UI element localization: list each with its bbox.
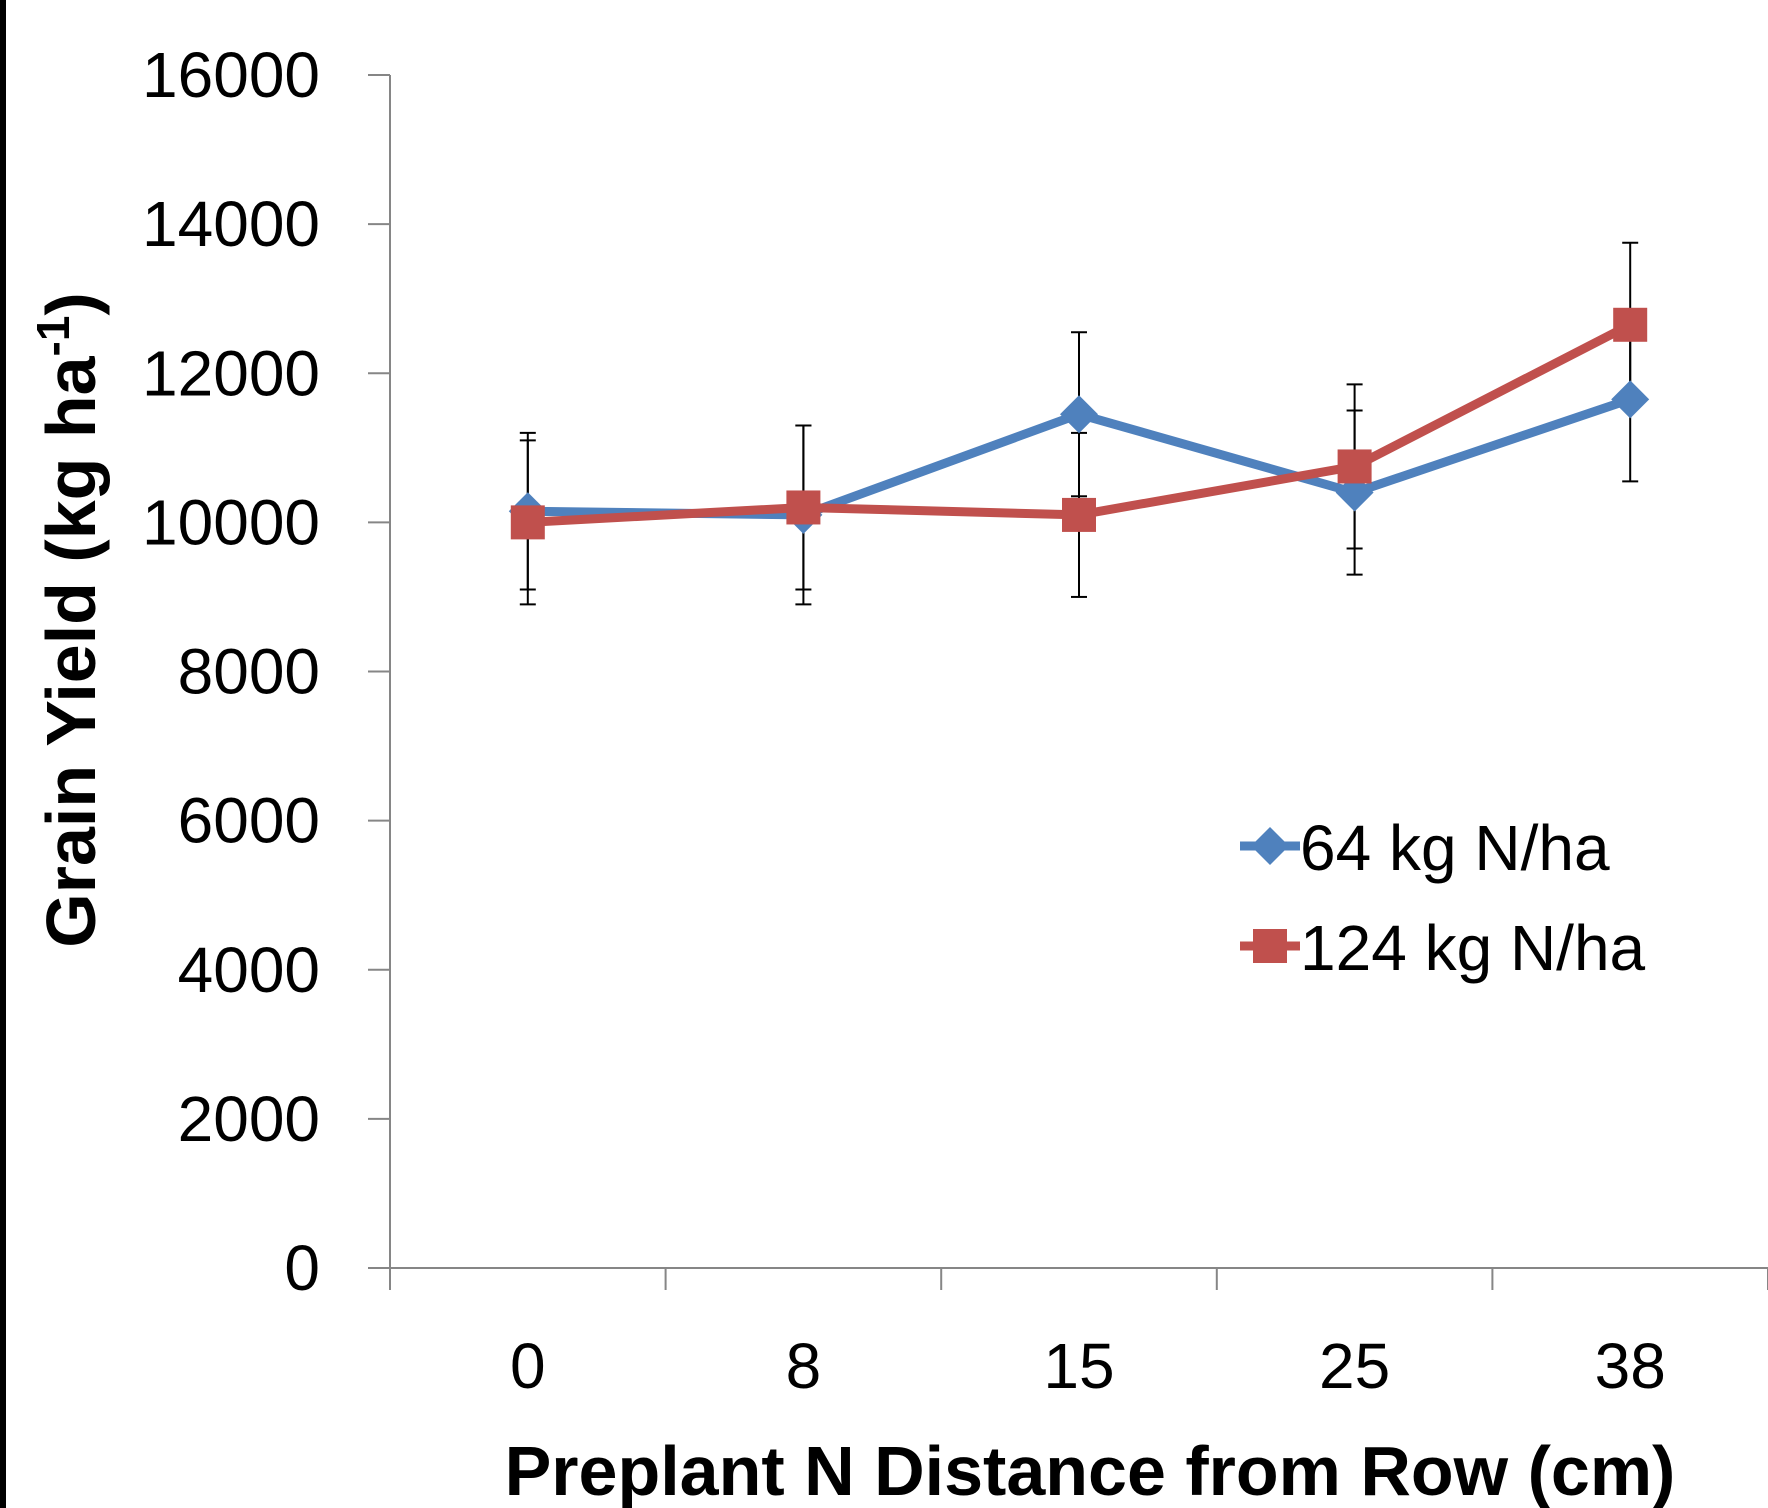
y-tick-label: 6000 xyxy=(178,785,320,857)
y-tick-labels: 0 2000 4000 6000 8000 10000 12000 14000 16000 xyxy=(142,39,320,1304)
axes xyxy=(368,74,1768,1290)
y-tick-label: 12000 xyxy=(142,337,320,409)
x-axis-title: Preplant N Distance from Row (cm) xyxy=(505,1432,1676,1508)
y-tick-label: 8000 xyxy=(178,636,320,708)
legend-item: 124 kg N/ha xyxy=(1240,912,1646,984)
data-point xyxy=(1062,497,1096,532)
x-tick-label: 25 xyxy=(1319,1330,1390,1402)
x-tick-label: 8 xyxy=(786,1330,822,1402)
y-axis-title-close: ) xyxy=(32,292,110,315)
y-tick-label: 4000 xyxy=(178,934,320,1006)
y-tick-label: 14000 xyxy=(142,188,320,260)
x-tick-label: 38 xyxy=(1595,1330,1666,1402)
y-axis-title-group: Grain Yield (kg ha-1) xyxy=(27,292,110,948)
legend-label: 124 kg N/ha xyxy=(1300,912,1646,984)
data-point xyxy=(786,490,821,525)
legend-marker xyxy=(1253,929,1287,963)
x-tick-label: 0 xyxy=(510,1330,546,1402)
data-point xyxy=(510,505,545,540)
legend-label: 64 kg N/ha xyxy=(1300,812,1610,884)
legend-item: 64 kg N/ha xyxy=(1240,812,1610,884)
y-axis-title: Grain Yield (kg ha-1) xyxy=(27,292,110,948)
y-tick-label: 0 xyxy=(284,1232,320,1304)
series-layer xyxy=(508,241,1650,606)
y-axis-title-main: Grain Yield (kg ha xyxy=(32,355,110,947)
y-tick-label: 10000 xyxy=(142,486,320,558)
x-tick-labels: 0 8 15 25 38 xyxy=(510,1330,1666,1402)
x-tick-label: 15 xyxy=(1043,1330,1114,1402)
data-point xyxy=(1613,307,1648,342)
left-border xyxy=(0,0,6,1508)
data-point xyxy=(1611,380,1650,419)
y-tick-label: 16000 xyxy=(142,39,320,111)
y-axis-title-superscript: -1 xyxy=(27,316,79,357)
legend-marker xyxy=(1251,827,1289,865)
data-point xyxy=(1337,449,1372,484)
data-point xyxy=(1060,395,1098,434)
legend: 64 kg N/ha 124 kg N/ha xyxy=(1240,812,1646,984)
y-tick-label: 2000 xyxy=(178,1083,320,1155)
series-1 xyxy=(510,307,1648,540)
